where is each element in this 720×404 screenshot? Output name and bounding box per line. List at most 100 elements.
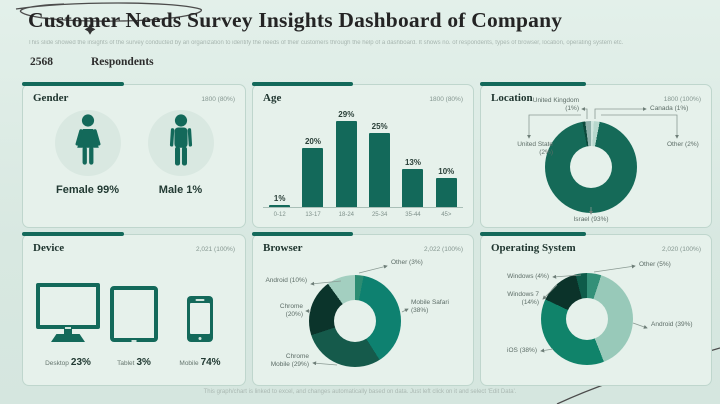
respondents-label: Respondents	[91, 56, 154, 68]
browser-panel-title: Browser	[263, 242, 303, 254]
mobile-label: Mobile 74%	[179, 352, 220, 370]
age-bar-group: 13% 35-44	[396, 158, 429, 220]
gender-panel-title: Gender	[33, 92, 69, 104]
mobile-pct: 74%	[200, 357, 221, 368]
tablet-stat: Tablet 3%	[101, 276, 167, 370]
gender-panel-header: Gender 1800 (80%)	[23, 85, 245, 104]
tablet-pct: 3%	[136, 357, 151, 368]
age-bar-group: 1% 0-12	[263, 194, 296, 220]
callout-android-os: Android (39%)	[651, 321, 693, 328]
bar-category-label: 18-24	[338, 212, 354, 218]
callout-chrome: Chrome (20%)	[279, 303, 303, 319]
callout-windows: Windows (4%)	[507, 273, 549, 280]
bar	[369, 133, 391, 208]
browser-panel-total: 2,022 (100%)	[423, 246, 463, 253]
female-icon	[75, 114, 100, 165]
respondents-count: 2568	[30, 56, 53, 68]
device-chart: Desktop 23% Tablet 3% Mobile 74%	[23, 254, 245, 370]
bar-value-label: 13%	[404, 158, 421, 167]
callout-israel: Israel (93%)	[573, 216, 609, 223]
male-icon-circle	[147, 110, 214, 176]
gender-chart: Female 99% Male 1%	[23, 104, 245, 196]
callout-other-browser: Other (3%)	[391, 259, 423, 266]
location-donut-chart	[545, 121, 637, 213]
device-panel-title: Device	[33, 242, 65, 254]
bar-value-label: 25%	[371, 122, 388, 131]
location-panel-total: 1800 (100%)	[663, 96, 701, 103]
mobile-icon	[187, 276, 213, 342]
callout-united-state: United State (2%)	[517, 141, 553, 157]
dashboard-grid: Gender 1800 (80%)	[22, 82, 712, 386]
callout-android-browser: Android (10%)	[265, 277, 307, 284]
desktop-label: Desktop 23%	[45, 352, 91, 370]
device-panel: Device 2,021 (100%) Desktop 23% Tablet 3%	[22, 232, 246, 386]
age-panel-title: Age	[263, 92, 282, 104]
os-panel: Operating System 2,020 (100%) Windows (4…	[480, 232, 712, 386]
tablet-icon	[110, 276, 158, 342]
male-stat: Male 1%	[147, 110, 214, 196]
age-bar-group: 25% 25-34	[363, 122, 396, 220]
callout-windows-7: Windows 7 (14%)	[507, 291, 539, 307]
gender-panel-total: 1800 (80%)	[201, 96, 235, 103]
age-bar-group: 10% 45>	[430, 167, 463, 220]
callout-united-kingdom: United Kingdom (1%)	[532, 97, 579, 113]
gender-panel: Gender 1800 (80%)	[22, 82, 246, 228]
female-icon-circle	[54, 110, 121, 176]
location-panel: Location 1800 (100%) United Kingdom (1%)…	[480, 82, 712, 228]
os-panel-title: Operating System	[491, 242, 576, 254]
callout-mobile-safari: Mobile Safari (38%)	[411, 299, 449, 315]
callout-ios: iOS (38%)	[507, 347, 537, 354]
age-bars: 1% 0-12 20% 13-17 29% 18-24 25% 25-34 13% 35-44 10…	[263, 110, 463, 220]
os-panel-header: Operating System 2,020 (100%)	[481, 235, 711, 254]
desktop-pct: 23%	[70, 357, 91, 368]
desktop-icon	[36, 276, 100, 342]
tablet-name: Tablet	[117, 360, 135, 367]
page-subtitle: This slide showed the insights of the su…	[28, 40, 624, 46]
bar-value-label: 20%	[304, 137, 321, 146]
bar	[269, 205, 291, 208]
bar	[302, 148, 324, 208]
location-panel-title: Location	[491, 92, 533, 104]
tablet-label: Tablet 3%	[117, 352, 151, 370]
bar-value-label: 1%	[273, 194, 286, 203]
footer-note: This graph/chart is linked to excel, and…	[203, 389, 517, 395]
bar	[402, 169, 424, 208]
callout-other-location: Other (2%)	[667, 141, 699, 148]
age-panel: Age 1800 (80%) 1% 0-12 20% 13-17 29% 18-24 25%…	[252, 82, 474, 228]
bar-category-label: 35-44	[405, 212, 421, 218]
mobile-stat: Mobile 74%	[167, 276, 233, 370]
desktop-stat: Desktop 23%	[35, 276, 101, 370]
bar-category-label: 0-12	[273, 212, 286, 218]
device-panel-total: 2,021 (100%)	[195, 246, 235, 253]
callout-canada: Canada (1%)	[650, 105, 689, 112]
age-x-axis	[263, 207, 463, 208]
callout-other-os: Other (5%)	[639, 261, 671, 268]
bar-category-label: 45>	[441, 212, 452, 218]
desktop-name: Desktop	[45, 360, 69, 367]
respondents-summary: 2568 Respondents	[30, 56, 154, 68]
bar-category-label: 25-34	[371, 212, 388, 218]
age-bar-group: 20% 13-17	[296, 137, 329, 220]
bar	[335, 121, 357, 208]
browser-panel: Browser 2,022 (100%) Android (10%) Chrom…	[252, 232, 474, 386]
age-panel-header: Age 1800 (80%)	[253, 85, 473, 104]
female-stat: Female 99%	[54, 110, 121, 196]
browser-panel-header: Browser 2,022 (100%)	[253, 235, 473, 254]
location-panel-header: Location 1800 (100%)	[481, 85, 711, 104]
bar-category-label: 13-17	[305, 212, 321, 218]
device-panel-header: Device 2,021 (100%)	[23, 235, 245, 254]
bar-value-label: 29%	[338, 110, 355, 119]
os-panel-total: 2,020 (100%)	[661, 246, 701, 253]
male-icon	[169, 114, 192, 166]
age-panel-total: 1800 (80%)	[429, 96, 463, 103]
mobile-name: Mobile	[179, 360, 199, 367]
os-donut-chart	[541, 273, 633, 365]
bar-value-label: 10%	[438, 167, 455, 176]
female-label: Female 99%	[56, 184, 119, 196]
browser-donut-chart	[309, 275, 401, 367]
age-bar-chart: 1% 0-12 20% 13-17 29% 18-24 25% 25-34 13% 35-44 10…	[263, 110, 463, 220]
bar	[435, 178, 457, 208]
page-title: Customer Needs Survey Insights Dashboard…	[28, 8, 563, 32]
age-bar-group: 29% 18-24	[330, 110, 363, 220]
callout-chrome-mobile: Chrome Mobile (29%)	[270, 353, 309, 369]
